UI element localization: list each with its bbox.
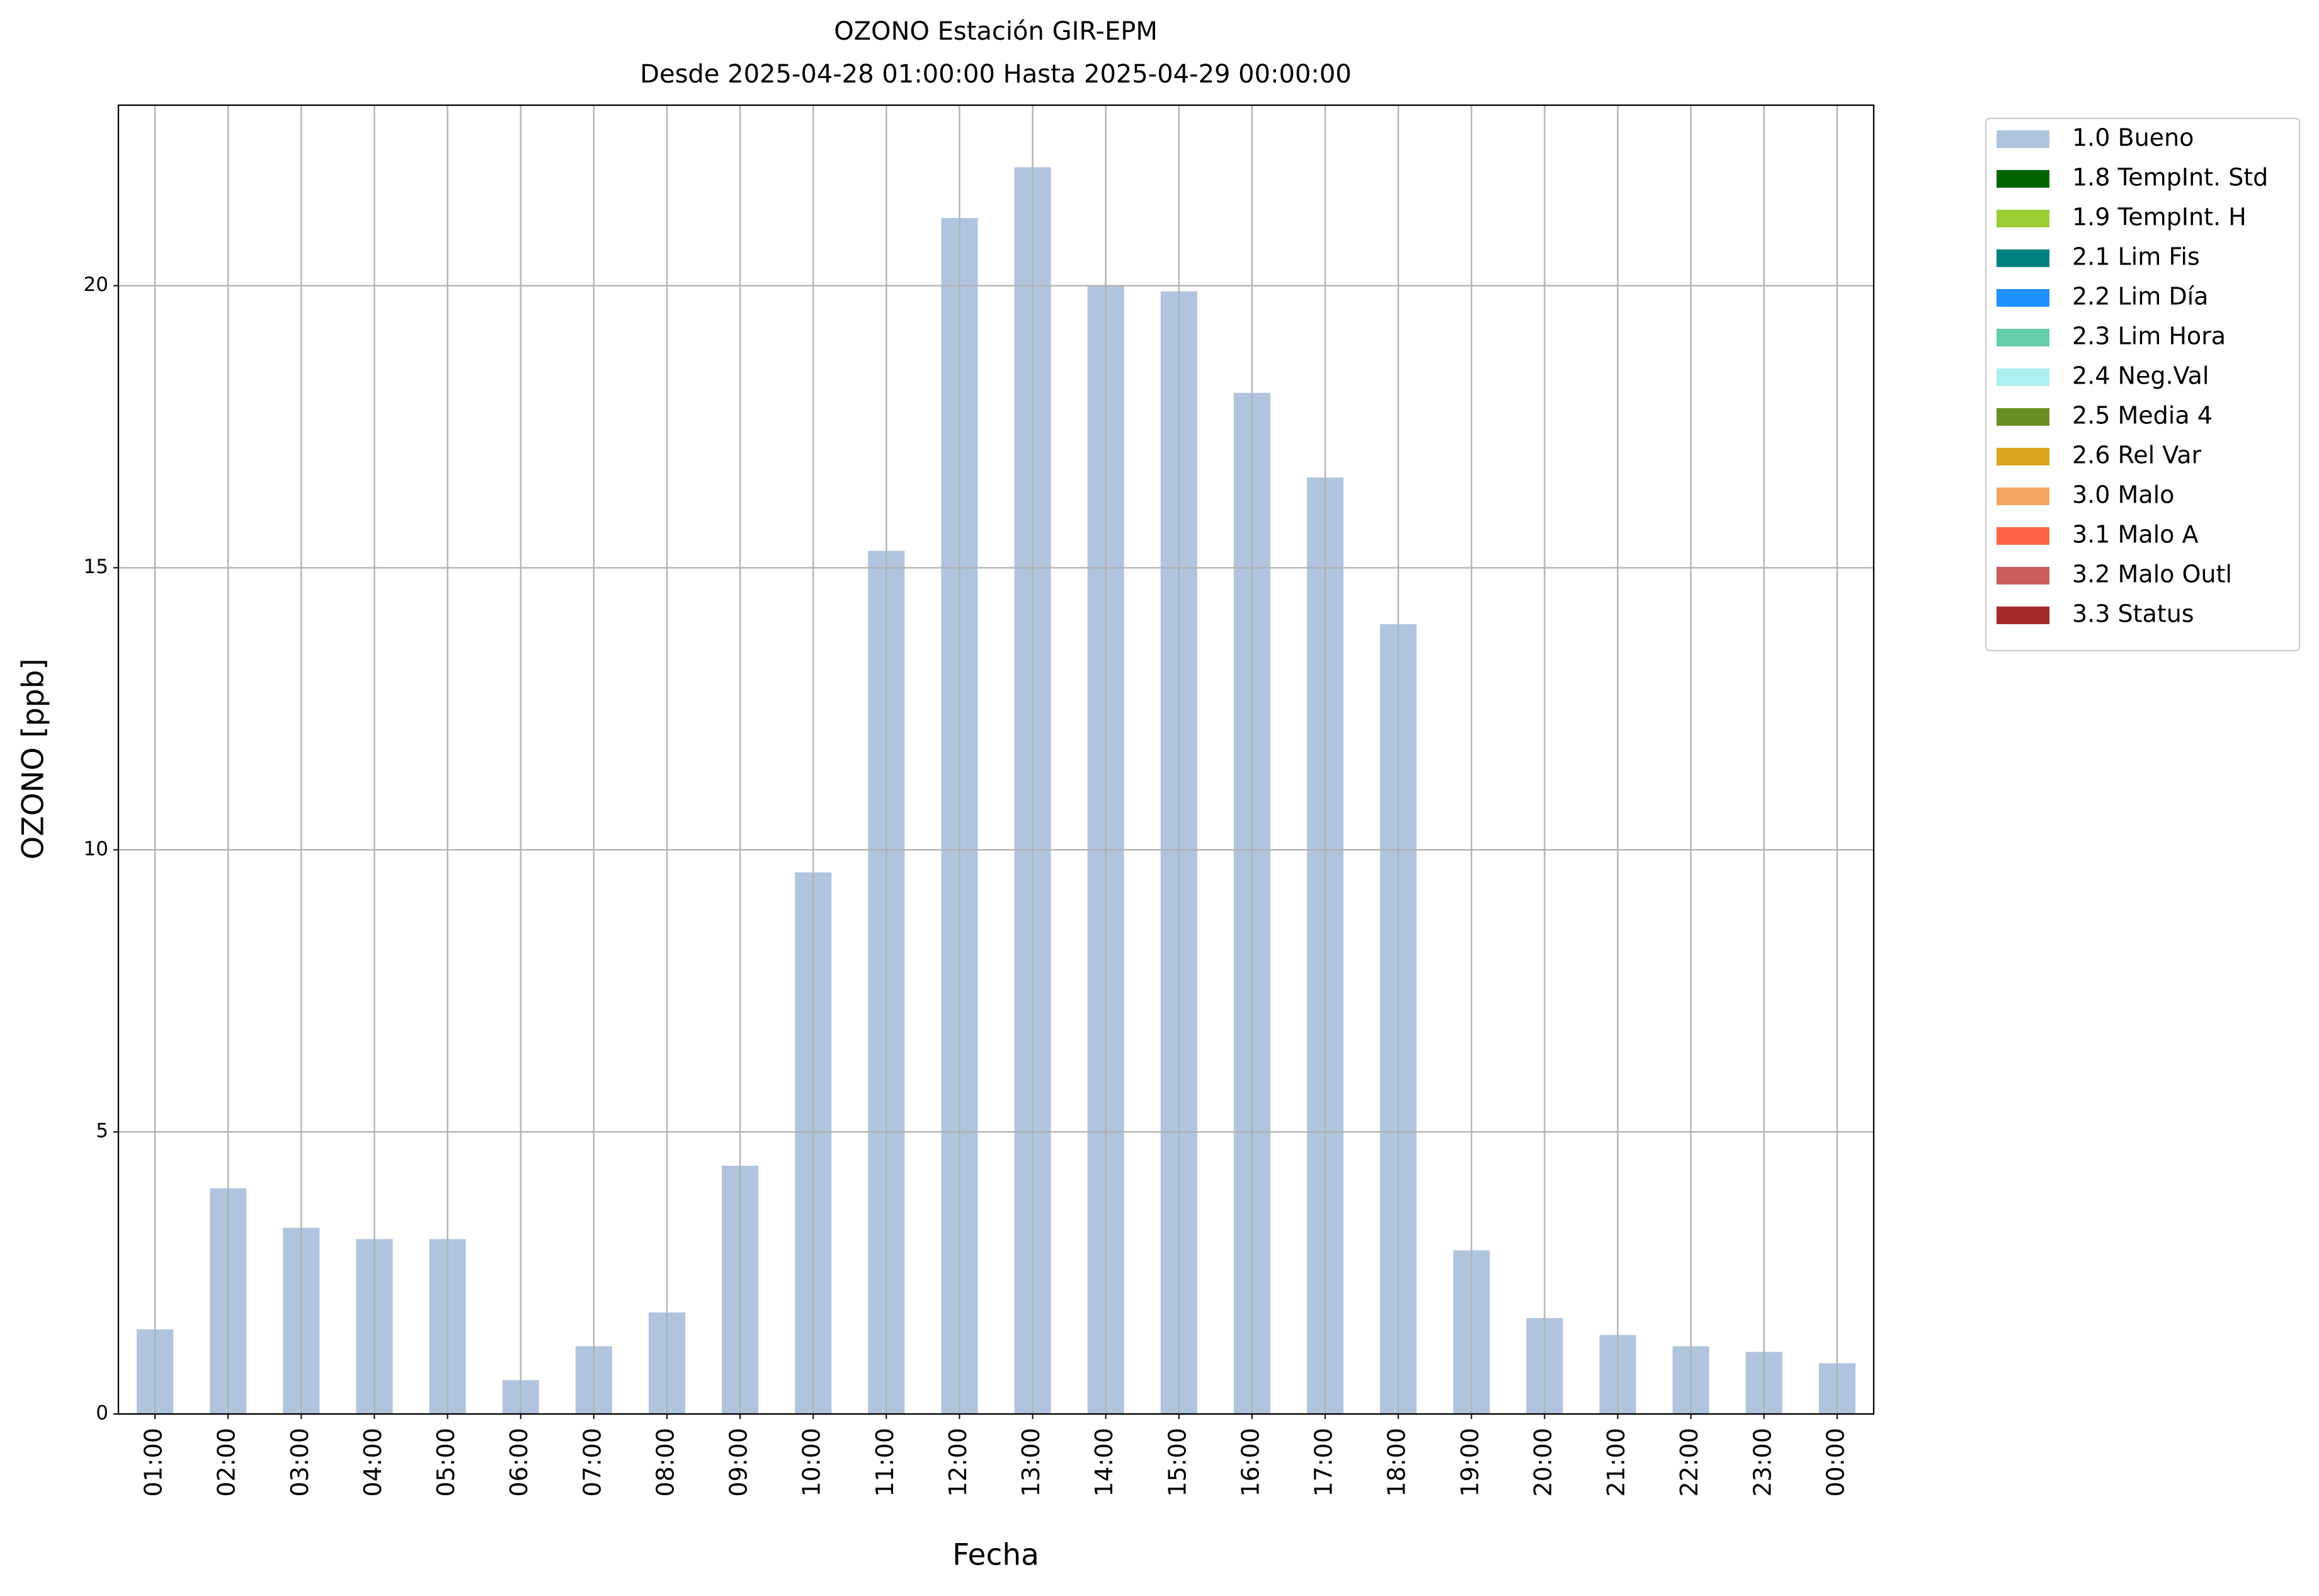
x-tick-label: 21:00 xyxy=(1602,1428,1630,1497)
x-tick-label: 15:00 xyxy=(1163,1428,1191,1497)
x-tick-label: 02:00 xyxy=(213,1428,241,1497)
legend-swatch xyxy=(1997,210,2049,227)
x-tick-label: 03:00 xyxy=(286,1428,314,1497)
legend-label: 3.0 Malo xyxy=(2072,481,2174,509)
x-tick-label: 10:00 xyxy=(798,1428,826,1497)
legend-swatch xyxy=(1997,170,2049,188)
chart-subtitle: Desde 2025-04-28 01:00:00 Hasta 2025-04-… xyxy=(640,60,1352,89)
x-tick-label: 05:00 xyxy=(432,1428,460,1497)
x-tick-label: 22:00 xyxy=(1675,1428,1703,1497)
y-tick-label: 20 xyxy=(84,273,108,296)
x-axis-label: Fecha xyxy=(952,1538,1039,1573)
x-tick-label: 00:00 xyxy=(1821,1428,1849,1497)
y-axis-label: OZONO [ppb] xyxy=(16,658,51,859)
x-tick-label: 16:00 xyxy=(1236,1428,1264,1497)
y-tick-label: 10 xyxy=(84,838,108,860)
legend-label: 2.5 Media 4 xyxy=(2072,402,2213,430)
legend-swatch xyxy=(1997,607,2049,624)
x-tick-label: 08:00 xyxy=(651,1428,679,1497)
x-tick-label: 07:00 xyxy=(578,1428,606,1497)
legend-swatch xyxy=(1997,368,2049,386)
legend-box xyxy=(1985,117,2301,652)
legend-swatch xyxy=(1997,289,2049,307)
x-tick-label: 13:00 xyxy=(1017,1428,1045,1497)
x-tick-label: 19:00 xyxy=(1456,1428,1484,1497)
legend-swatch xyxy=(1997,408,2049,426)
x-tick-label: 17:00 xyxy=(1310,1428,1338,1497)
x-tick-label: 20:00 xyxy=(1529,1428,1557,1497)
legend-swatch xyxy=(1997,487,2049,505)
x-tick-label: 09:00 xyxy=(725,1428,753,1497)
legend-label: 2.3 Lim Hora xyxy=(2072,322,2226,350)
x-tick-label: 18:00 xyxy=(1383,1428,1411,1497)
x-tick-label: 23:00 xyxy=(1748,1428,1776,1497)
x-tick-label: 01:00 xyxy=(140,1428,168,1497)
legend-label: 1.0 Bueno xyxy=(2072,124,2194,152)
chart-title: OZONO Estación GIR-EPM xyxy=(834,17,1158,46)
legend-label: 2.2 Lim Día xyxy=(2072,283,2208,311)
legend-swatch xyxy=(1997,567,2049,584)
plot-frame xyxy=(117,104,1875,1415)
x-tick-label: 06:00 xyxy=(505,1428,533,1497)
legend-label: 2.6 Rel Var xyxy=(2072,442,2202,469)
legend-label: 2.4 Neg.Val xyxy=(2072,362,2209,390)
legend-label: 3.3 Status xyxy=(2072,600,2194,628)
y-tick-label: 5 xyxy=(96,1120,108,1143)
x-tick-label: 14:00 xyxy=(1090,1428,1118,1497)
x-tick-label: 04:00 xyxy=(359,1428,387,1497)
y-tick-label: 15 xyxy=(84,556,108,578)
legend-swatch xyxy=(1997,329,2049,346)
legend-swatch xyxy=(1997,448,2049,465)
x-tick-label: 12:00 xyxy=(944,1428,972,1497)
legend-swatch xyxy=(1997,130,2049,148)
y-tick-label: 0 xyxy=(96,1402,108,1425)
legend-label: 2.1 Lim Fis xyxy=(2072,243,2200,271)
legend-swatch xyxy=(1997,527,2049,545)
legend-label: 1.8 TempInt. Std xyxy=(2072,164,2268,191)
legend-label: 1.9 TempInt. H xyxy=(2072,203,2247,231)
x-tick-label: 11:00 xyxy=(871,1428,899,1497)
legend-label: 3.2 Malo Outl xyxy=(2072,561,2232,588)
legend-label: 3.1 Malo A xyxy=(2072,521,2198,549)
legend-swatch xyxy=(1997,249,2049,267)
